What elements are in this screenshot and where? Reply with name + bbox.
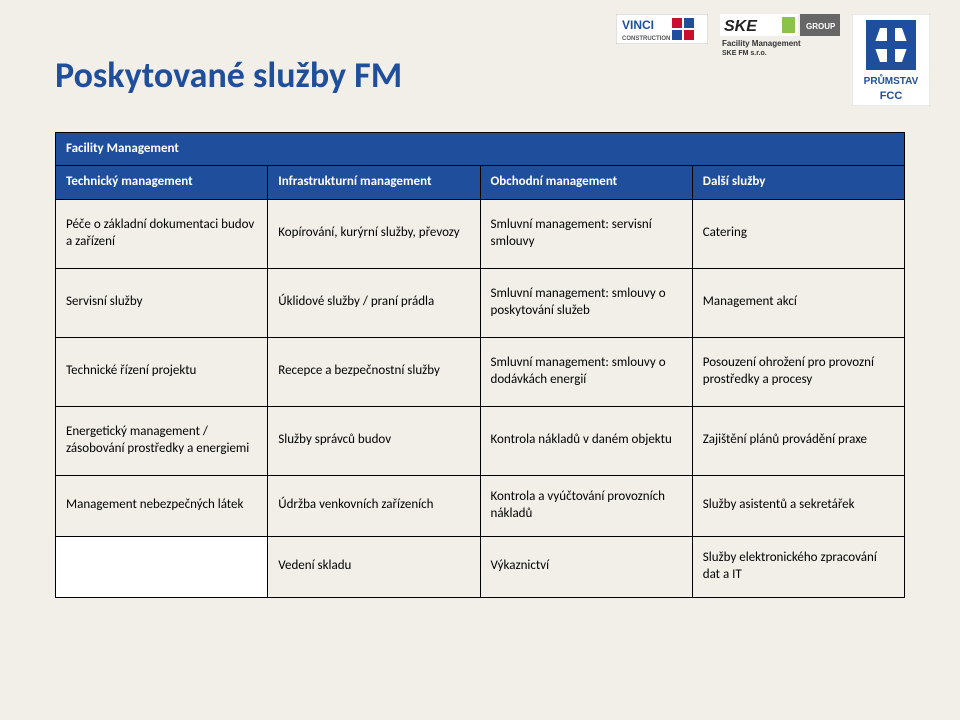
table-cell: Služby elektronického zpracování dat a I…	[692, 536, 904, 597]
table-cell: Management akcí	[692, 268, 904, 337]
table-cell: Smluvní management: smlouvy o dodávkách …	[480, 337, 692, 406]
table-cell: Zajištění plánů provádění praxe	[692, 406, 904, 475]
ske-logo: SKE GROUP Facility Management SKE FM s.r…	[720, 14, 840, 56]
table-cell: Úklidové služby / praní prádla	[268, 268, 480, 337]
col-header: Infrastrukturní management	[268, 166, 480, 199]
table-cell: Catering	[692, 199, 904, 268]
table-cell: Vedení skladu	[268, 536, 480, 597]
table-cell-empty	[56, 536, 268, 597]
svg-text:SKE FM s.r.o.: SKE FM s.r.o.	[722, 50, 767, 56]
vinci-logo: VINCI CONSTRUCTION	[616, 14, 708, 44]
table-cell: Péče o základní dokumentaci budov a zaří…	[56, 199, 268, 268]
table-cell: Technické řízení projektu	[56, 337, 268, 406]
svg-text:VINCI: VINCI	[622, 18, 654, 32]
table-cell: Kontrola nákladů v daném objektu	[480, 406, 692, 475]
table-cell: Servisní služby	[56, 268, 268, 337]
slide: VINCI CONSTRUCTION SKE GROUP Facility Ma…	[0, 0, 960, 720]
table-main-header: Facility Management	[56, 133, 905, 166]
table-cell: Výkaznictví	[480, 536, 692, 597]
svg-text:SKE: SKE	[724, 18, 758, 35]
svg-text:PRŮMSTAV: PRŮMSTAV	[864, 73, 919, 87]
svg-text:CONSTRUCTION: CONSTRUCTION	[622, 36, 670, 42]
table-cell: Služby asistentů a sekretářek	[692, 475, 904, 536]
svg-text:FCC: FCC	[880, 90, 903, 102]
table-cell: Smluvní management: smlouvy o poskytován…	[480, 268, 692, 337]
table-cell: Kontrola a vyúčtování provozních nákladů	[480, 475, 692, 536]
col-header: Technický management	[56, 166, 268, 199]
col-header: Další služby	[692, 166, 904, 199]
table-cell: Kopírování, kurýrní služby, převozy	[268, 199, 480, 268]
prumstav-logo: PRŮMSTAV FCC	[852, 14, 930, 106]
svg-text:GROUP: GROUP	[806, 22, 836, 31]
table-cell: Údržba venkovních zařízeních	[268, 475, 480, 536]
table-cell: Služby správců budov	[268, 406, 480, 475]
table-cell: Recepce a bezpečnostní služby	[268, 337, 480, 406]
table-cell: Smluvní management: servisní smlouvy	[480, 199, 692, 268]
table-cell: Posouzení ohrožení pro provozní prostřed…	[692, 337, 904, 406]
table-cell: Energetický management / zásobování pros…	[56, 406, 268, 475]
fm-table: Facility Management Technický management…	[55, 132, 905, 598]
svg-text:Facility Management: Facility Management	[722, 39, 801, 48]
logo-bar: VINCI CONSTRUCTION SKE GROUP Facility Ma…	[616, 14, 930, 106]
col-header: Obchodní management	[480, 166, 692, 199]
table-cell: Management nebezpečných látek	[56, 475, 268, 536]
